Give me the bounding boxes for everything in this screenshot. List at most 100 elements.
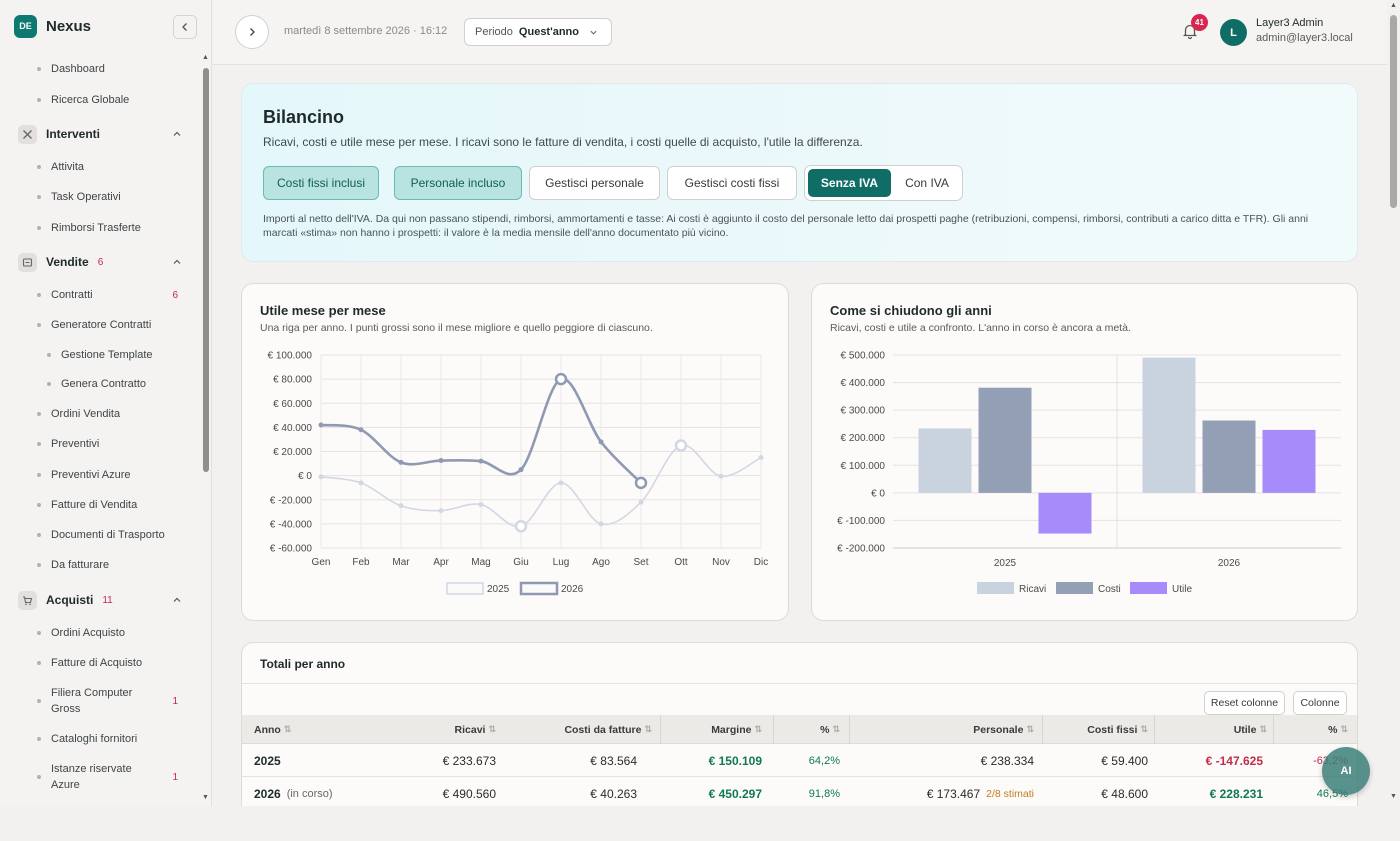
col-header-ricavi[interactable]: Ricavi ⇅ — [454, 723, 496, 736]
cell-utile: € 228.231 — [1209, 786, 1263, 801]
columns-button[interactable]: Colonne — [1293, 691, 1347, 715]
sidebar-section-interventi[interactable]: Interventi — [18, 123, 184, 145]
sidebar-item-label: Preventivi — [51, 438, 100, 450]
data-point-2025 — [718, 473, 724, 479]
sidebar-item-label: Ricerca Globale — [51, 94, 130, 106]
sidebar-item-ordini-acquisto[interactable]: Ordini Acquisto — [37, 623, 188, 643]
ai-assistant-button[interactable]: AI — [1322, 747, 1370, 795]
col-header-personale[interactable]: Personale ⇅ — [973, 723, 1034, 736]
bar-chart-card: Come si chiudono gli anni Ricavi, costi … — [811, 283, 1358, 621]
sidebar-section-vendite[interactable]: Vendite 6 — [18, 251, 184, 273]
chevron-up-icon — [173, 131, 181, 136]
bullet-icon — [37, 226, 41, 230]
sidebar-item-ricerca-globale[interactable]: Ricerca Globale — [37, 90, 188, 110]
cell-pct-margine: 64,2% — [808, 754, 840, 767]
sidebar-item-istanze-riservate-azure[interactable]: Istanze riservate Azure 1 — [37, 760, 188, 794]
bar-Ricavi — [918, 428, 972, 493]
sidebar-item-preventivi[interactable]: Preventivi — [37, 434, 188, 454]
sidebar-item-label: Generatore Contratti — [51, 319, 152, 331]
scrollbar-thumb[interactable] — [203, 68, 209, 472]
bar-Costi — [1202, 420, 1256, 493]
sidebar-item-cataloghi-fornitori[interactable]: Cataloghi fornitori — [37, 729, 188, 749]
y-tick-label: € 0 — [871, 488, 885, 499]
toggle-personale[interactable]: Personale incluso — [394, 166, 522, 200]
sidebar-item-da-fatturare[interactable]: Da fatturare — [37, 555, 188, 575]
sidebar-item-gestione-template[interactable]: Gestione Template — [47, 345, 198, 365]
col-header-costi-fissi[interactable]: Costi fissi ⇅ — [1087, 723, 1148, 736]
sidebar-item-genera-contratto[interactable]: Genera Contratto — [47, 374, 198, 394]
col-header-utile[interactable]: Utile ⇅ — [1233, 723, 1267, 736]
avatar[interactable]: L — [1220, 19, 1247, 46]
scroll-down-icon[interactable]: ▼ — [1390, 793, 1397, 800]
column-separator — [1042, 715, 1043, 744]
reset-columns-button[interactable]: Reset colonne — [1204, 691, 1285, 715]
line-chart: € 100.000 € 80.000 € 60.000 € 40.000 € 20.00… — [268, 351, 768, 596]
chevron-up-icon — [173, 597, 181, 602]
sidebar-item-dashboard[interactable]: Dashboard — [37, 59, 188, 79]
sidebar-nav: Dashboard Ricerca Globale Interventi Att… — [0, 52, 200, 806]
bullet-icon — [37, 442, 41, 446]
sidebar-item-fatture-vendita[interactable]: Fatture di Vendita — [37, 495, 188, 515]
sidebar-item-label: Ordini Acquisto — [51, 627, 125, 639]
col-header-margine[interactable]: Margine ⇅ — [711, 723, 762, 736]
table-row[interactable]: 2025 € 233.673 € 83.564 € 150.109 64,2% … — [242, 744, 1357, 777]
brand[interactable]: DE Nexus — [14, 14, 91, 38]
user-email: admin@layer3.local — [1256, 32, 1353, 44]
bullet-icon — [37, 98, 41, 102]
sidebar-section-acquisti[interactable]: Acquisti 11 — [18, 589, 184, 611]
sidebar-item-contratti[interactable]: Contratti 6 — [37, 285, 188, 305]
main-scrollbar[interactable]: ▲ ▼ — [1387, 0, 1400, 806]
sidebar-item-preventivi-azure[interactable]: Preventivi Azure — [37, 465, 188, 485]
con-iva-option[interactable]: Con IVA — [905, 176, 949, 190]
scroll-down-icon[interactable]: ▼ — [202, 794, 209, 801]
scroll-up-icon[interactable]: ▲ — [202, 54, 209, 61]
sidebar-item-label: Genera Contratto — [61, 378, 146, 390]
page-subtitle: Ricavi, costi e utile mese per mese. I r… — [263, 135, 863, 149]
notifications-button[interactable]: 41 — [1181, 14, 1208, 42]
sidebar-scrollbar[interactable]: ▲ ▼ — [200, 52, 212, 806]
user-name[interactable]: Layer3 Admin — [1256, 17, 1324, 29]
sidebar-item-generatore-contratti[interactable]: Generatore Contratti — [37, 315, 188, 335]
current-datetime: martedì 8 settembre 2026 · 16:12 — [284, 25, 448, 37]
x-tick-label: Set — [633, 557, 648, 568]
sidebar-item-task-operativi[interactable]: Task Operativi — [37, 187, 188, 207]
sidebar-item-filiera-computer-gross[interactable]: Filiera Computer Gross 1 — [37, 684, 188, 718]
sort-icon: ⇅ — [1259, 724, 1267, 734]
legend-swatch-2026 — [519, 581, 559, 596]
sidebar-item-attivita[interactable]: Attivita — [37, 157, 188, 177]
col-header-pct-margine[interactable]: % ⇅ — [820, 723, 840, 736]
bullet-icon — [37, 631, 41, 635]
col-header-anno[interactable]: Anno ⇅ — [254, 723, 292, 736]
sidebar-item-fatture-acquisto[interactable]: Fatture di Acquisto — [37, 653, 188, 673]
scrollbar-thumb[interactable] — [1390, 15, 1397, 208]
toggle-costi-fissi[interactable]: Costi fissi inclusi — [263, 166, 379, 200]
gestisci-costi-fissi-button[interactable]: Gestisci costi fissi — [667, 166, 797, 200]
sidebar-item-ordini-vendita[interactable]: Ordini Vendita — [37, 404, 188, 424]
period-label: Periodo — [475, 26, 513, 38]
sort-icon: ⇅ — [1340, 724, 1348, 734]
col-header-pct-utile[interactable]: % ⇅ — [1328, 723, 1348, 736]
extreme-point-2025 — [514, 520, 528, 533]
sidebar-item-rimborsi-trasferte[interactable]: Rimborsi Trasferte — [37, 218, 188, 238]
scroll-up-icon[interactable]: ▲ — [1390, 2, 1397, 9]
period-value: Quest'anno — [518, 26, 579, 38]
collapse-sidebar-button[interactable] — [173, 15, 197, 39]
col-header-costi-fatture[interactable]: Costi da fatture ⇅ — [564, 723, 652, 736]
item-count-badge: 1 — [172, 771, 178, 783]
sidebar-item-label: Contratti — [51, 289, 93, 301]
senza-iva-option[interactable]: Senza IVA — [808, 169, 891, 197]
cell-anno: 2025 — [254, 753, 281, 768]
sidebar-item-documenti-trasporto[interactable]: Documenti di Trasporto — [37, 525, 188, 545]
column-separator — [1154, 715, 1155, 744]
x-tick-label: Lug — [553, 557, 570, 568]
cell-margine: € 150.109 — [708, 753, 762, 768]
bullet-icon — [47, 382, 51, 386]
period-select[interactable]: Periodo Quest'anno — [464, 18, 612, 46]
sidebar-item-label: Cataloghi fornitori — [51, 733, 138, 745]
notification-count-badge: 41 — [1191, 14, 1208, 31]
cell-costi: € 40.263 — [590, 786, 637, 801]
gestisci-personale-button[interactable]: Gestisci personale — [529, 166, 660, 200]
expand-button[interactable] — [235, 15, 269, 49]
divider — [242, 683, 1357, 684]
bullet-icon — [37, 775, 41, 779]
